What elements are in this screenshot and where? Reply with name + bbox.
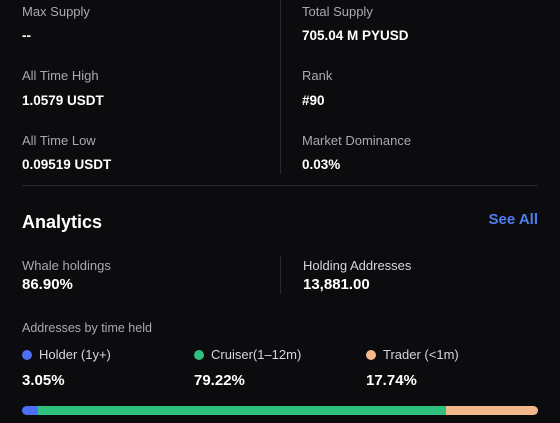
holder-dot-icon <box>22 350 32 360</box>
analytics-column-divider <box>280 256 281 294</box>
max-supply-label: Max Supply <box>22 4 90 19</box>
market-dominance-label: Market Dominance <box>302 133 412 148</box>
see-all-link[interactable]: See All <box>488 211 538 228</box>
holding-addresses-label: Holding Addresses <box>303 258 412 273</box>
time-held-title: Addresses by time held <box>22 321 152 335</box>
all-time-high-value: 1.0579 USDT <box>22 93 104 108</box>
cruiser-value: 79.22% <box>194 372 245 389</box>
trader-dot-icon <box>366 350 376 360</box>
trader-bar-segment <box>446 406 538 415</box>
all-time-low-value: 0.09519 USDT <box>22 157 112 172</box>
rank-label: Rank <box>302 68 333 83</box>
cruiser-label: Cruiser(1–12m) <box>211 347 302 362</box>
cruiser-dot-icon <box>194 350 204 360</box>
max-supply-value: -- <box>22 28 31 43</box>
holder-label: Holder (1y+) <box>39 347 111 362</box>
total-supply-label: Total Supply <box>302 4 373 19</box>
cruiser-bar-segment <box>37 406 447 415</box>
holder-value: 3.05% <box>22 372 65 389</box>
trader-label: Trader (<1m) <box>383 347 459 362</box>
stats-column-divider <box>280 0 281 174</box>
time-held-distribution-bar <box>22 406 538 415</box>
holding-addresses-value: 13,881.00 <box>303 276 370 293</box>
market-dominance-value: 0.03% <box>302 157 341 172</box>
holder-bar-segment <box>22 406 38 415</box>
section-divider <box>22 185 538 186</box>
all-time-high-label: All Time High <box>22 68 99 83</box>
whale-holdings-value: 86.90% <box>22 276 73 293</box>
analytics-title: Analytics <box>22 212 103 232</box>
total-supply-value: 705.04 M PYUSD <box>302 28 409 43</box>
trader-value: 17.74% <box>366 372 417 389</box>
all-time-low-label: All Time Low <box>22 133 96 148</box>
whale-holdings-label: Whale holdings <box>22 258 111 273</box>
rank-value: #90 <box>302 93 325 108</box>
